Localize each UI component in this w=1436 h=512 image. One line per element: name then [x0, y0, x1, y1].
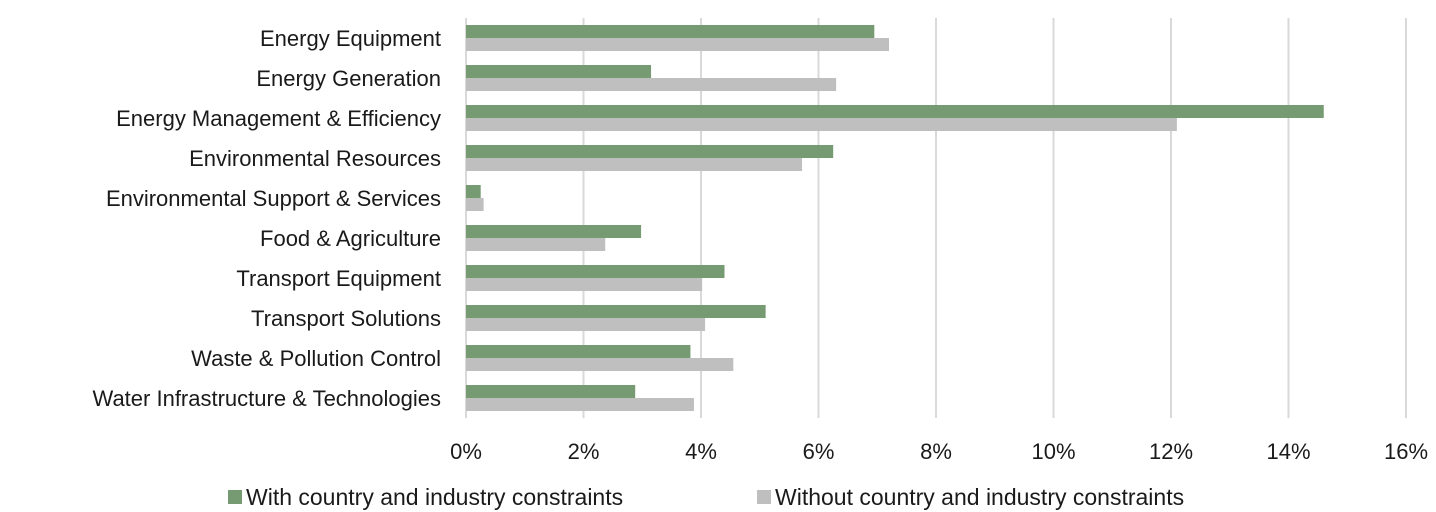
legend-swatch [228, 490, 242, 504]
x-tick-label: 0% [450, 439, 482, 464]
x-tick-label: 8% [920, 439, 952, 464]
category-label: Transport Equipment [236, 266, 441, 291]
category-label: Water Infrastructure & Technologies [93, 386, 442, 411]
category-label: Waste & Pollution Control [191, 346, 441, 371]
x-tick-label: 10% [1031, 439, 1075, 464]
category-label: Environmental Resources [189, 146, 441, 171]
category-label: Food & Agriculture [260, 226, 441, 251]
bar-without-constraints [466, 198, 484, 211]
bar-with-constraints [466, 385, 636, 398]
x-tick-label: 6% [803, 439, 835, 464]
bar-with-constraints [466, 105, 1324, 118]
legend-swatch [757, 490, 771, 504]
bar-without-constraints [466, 118, 1177, 131]
legend: With country and industry constraints Wit… [228, 484, 1184, 510]
legend-label: Without country and industry constraints [775, 484, 1184, 510]
category-label: Environmental Support & Services [106, 186, 441, 211]
bar-with-constraints [466, 345, 691, 358]
x-tick-label: 16% [1384, 439, 1428, 464]
bar-with-constraints [466, 145, 834, 158]
bar-without-constraints [466, 158, 803, 171]
category-labels: Energy Equipment Energy Generation Energy … [93, 26, 442, 411]
bars [466, 25, 1324, 411]
bar-with-constraints [466, 25, 875, 38]
bar-with-constraints [466, 185, 481, 198]
x-tick-label: 14% [1266, 439, 1310, 464]
x-tick-label: 4% [685, 439, 717, 464]
bar-without-constraints [466, 38, 889, 51]
category-label: Energy Equipment [260, 26, 441, 51]
bar-with-constraints [466, 265, 725, 278]
category-label: Energy Management & Efficiency [116, 106, 441, 131]
category-label: Energy Generation [256, 66, 441, 91]
legend-label: With country and industry constraints [246, 484, 623, 510]
x-tick-labels: 0% 2% 4% 6% 8% 10% 12% 14% 16% [450, 439, 1428, 464]
x-tick-label: 2% [568, 439, 600, 464]
bar-without-constraints [466, 398, 694, 411]
category-label: Transport Solutions [251, 306, 441, 331]
bar-without-constraints [466, 78, 837, 91]
bar-with-constraints [466, 305, 766, 318]
bar-without-constraints [466, 318, 706, 331]
bar-with-constraints [466, 65, 652, 78]
bar-without-constraints [466, 238, 606, 251]
bar-without-constraints [466, 278, 703, 291]
bar-with-constraints [466, 225, 642, 238]
bar-without-constraints [466, 358, 734, 371]
x-tick-label: 12% [1149, 439, 1193, 464]
